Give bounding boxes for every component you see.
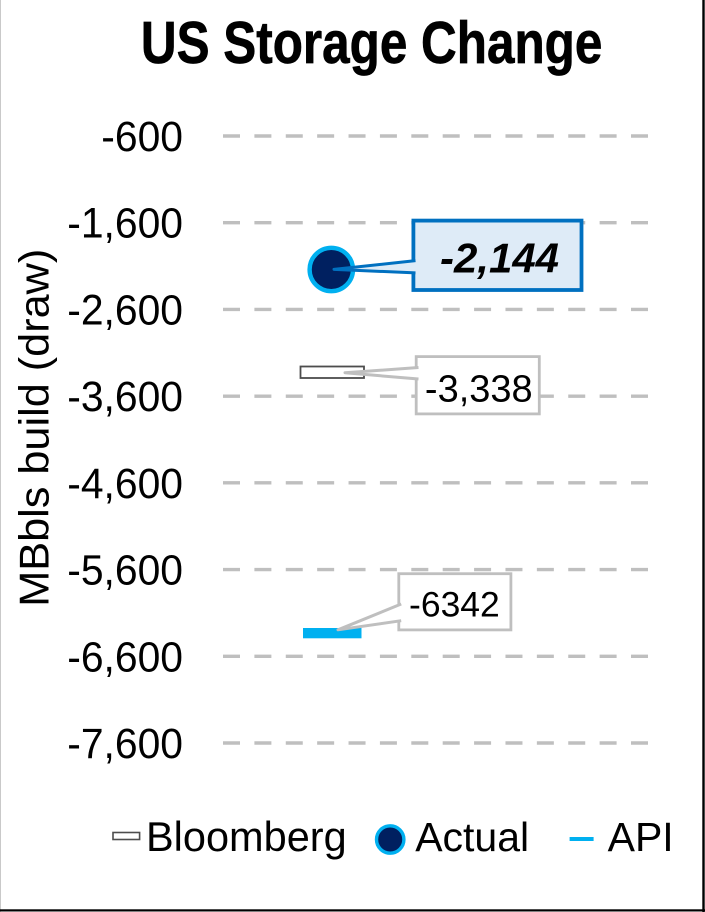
svg-text:-5,600: -5,600 [67, 546, 183, 594]
svg-text:-2,600: -2,600 [67, 285, 183, 333]
svg-text:-1,600: -1,600 [67, 199, 183, 247]
svg-text:US Storage Change: US Storage Change [141, 10, 602, 76]
svg-text:Actual: Actual [415, 814, 529, 860]
svg-text:-6,600: -6,600 [67, 632, 183, 680]
svg-text:-6342: -6342 [409, 584, 500, 624]
svg-text:API: API [608, 814, 674, 860]
svg-text:-3,600: -3,600 [67, 372, 183, 420]
svg-text:MBbls build (draw): MBbls build (draw) [11, 249, 58, 607]
svg-text:-7,600: -7,600 [67, 719, 183, 767]
svg-text:Bloomberg: Bloomberg [146, 813, 347, 860]
svg-text:-600: -600 [101, 112, 183, 160]
svg-text:-2,144: -2,144 [440, 235, 559, 282]
svg-text:-3,338: -3,338 [425, 369, 533, 411]
svg-text:-4,600: -4,600 [67, 459, 183, 507]
